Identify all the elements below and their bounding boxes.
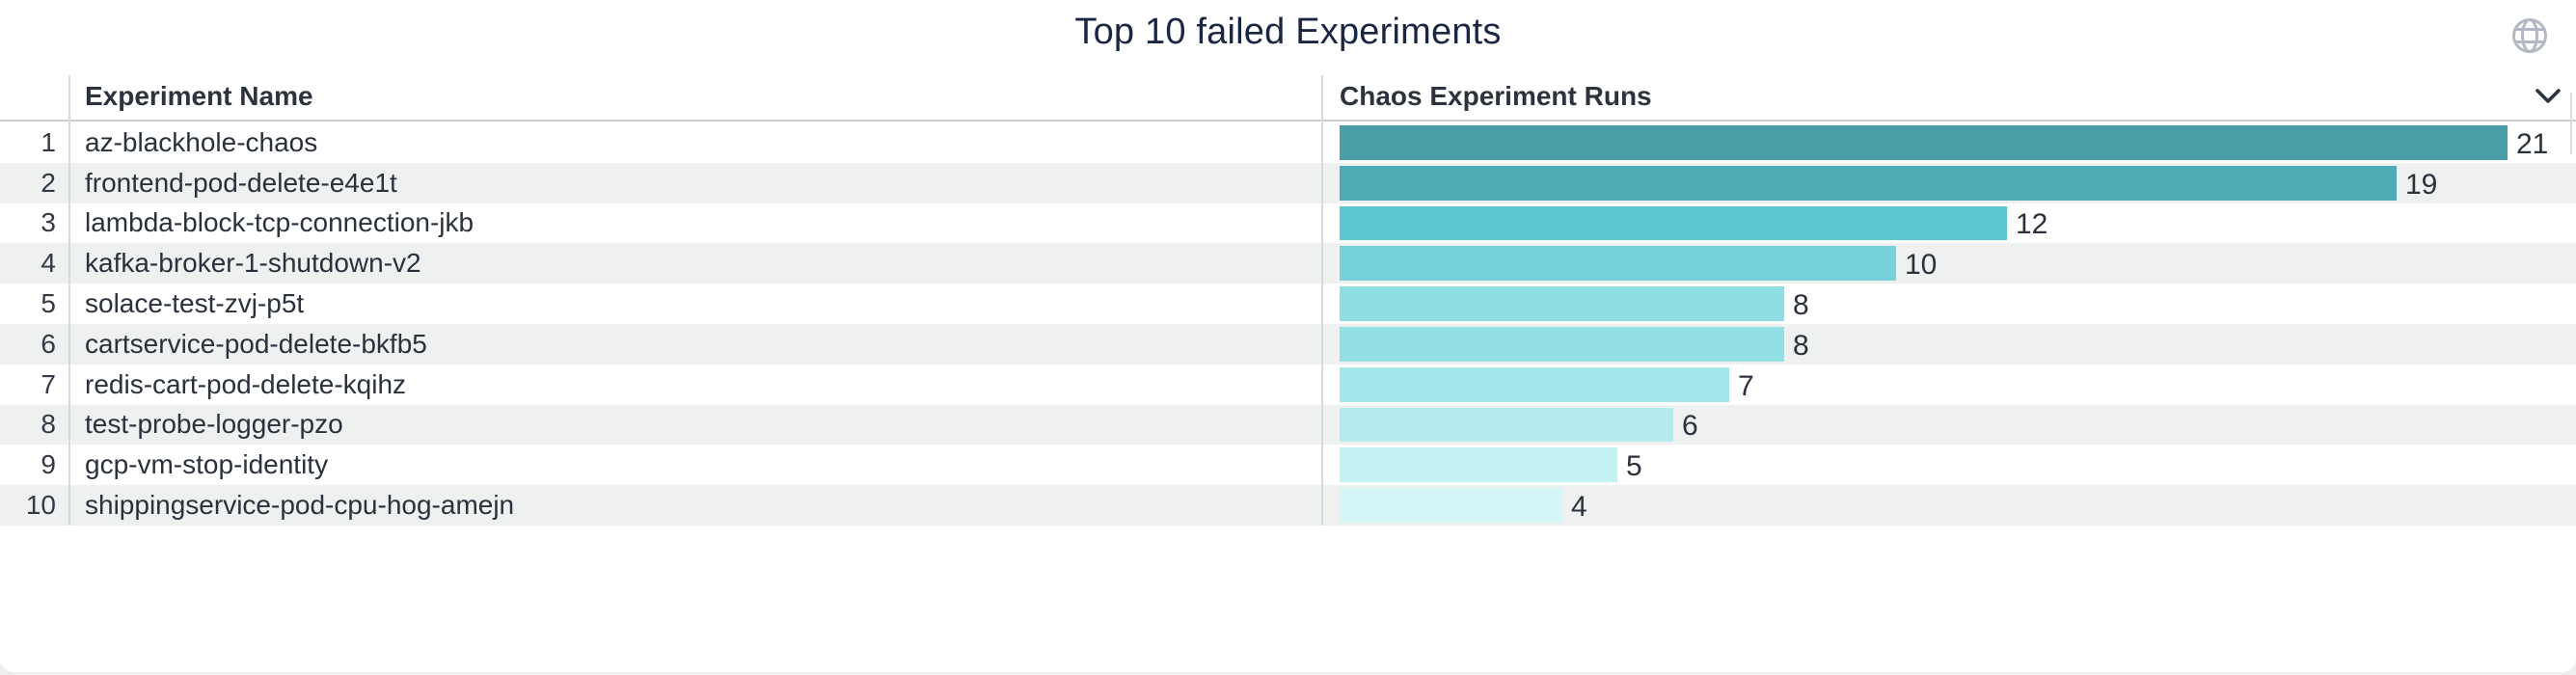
table-body: 1 az-blackhole-chaos 21 2 frontend-pod-d… xyxy=(0,122,2576,526)
bar-cell: 4 xyxy=(1340,488,1587,523)
table-row[interactable]: 3 lambda-block-tcp-connection-jkb 12 xyxy=(0,203,2576,244)
name-column-divider xyxy=(1321,75,1323,526)
table-row[interactable]: 8 test-probe-logger-pzo 6 xyxy=(0,404,2576,446)
row-rank: 1 xyxy=(41,126,56,157)
bar-cell: 8 xyxy=(1340,326,1809,362)
bar-value-label: 6 xyxy=(1682,410,1698,443)
experiment-runs-bar[interactable] xyxy=(1340,407,1673,443)
row-rank: 6 xyxy=(41,328,56,359)
table-row[interactable]: 2 frontend-pod-delete-e4e1t 19 xyxy=(0,162,2576,203)
row-rank: 5 xyxy=(41,288,56,319)
row-rank: 2 xyxy=(41,167,56,198)
column-header-chaos-experiment-runs: Chaos Experiment Runs xyxy=(1340,80,1652,111)
bar-value-label: 5 xyxy=(1626,450,1642,483)
table-row[interactable]: 10 shippingservice-pod-cpu-hog-amejn 4 xyxy=(0,485,2576,526)
row-rank: 8 xyxy=(41,409,56,440)
bar-value-label: 21 xyxy=(2516,127,2549,160)
row-rank: 10 xyxy=(25,490,56,521)
row-rank: 4 xyxy=(41,248,56,279)
experiment-runs-bar[interactable] xyxy=(1340,286,1784,321)
bar-value-label: 10 xyxy=(1905,249,1938,282)
experiment-runs-bar[interactable] xyxy=(1340,246,1896,282)
bar-value-label: 8 xyxy=(1793,288,1809,321)
experiment-runs-bar[interactable] xyxy=(1340,488,1562,523)
bar-value-label: 19 xyxy=(2405,168,2438,201)
experiment-name: solace-test-zvj-p5t xyxy=(85,288,305,319)
globe-icon xyxy=(2512,18,2547,53)
experiment-name: gcp-vm-stop-identity xyxy=(85,449,329,480)
row-rank: 7 xyxy=(41,368,56,399)
experiment-name: az-blackhole-chaos xyxy=(85,126,318,157)
table-row[interactable]: 5 solace-test-zvj-p5t 8 xyxy=(0,284,2576,324)
bar-cell: 10 xyxy=(1340,246,1938,282)
row-rank: 3 xyxy=(41,207,56,238)
experiment-name: frontend-pod-delete-e4e1t xyxy=(85,167,397,198)
table-row[interactable]: 4 kafka-broker-1-shutdown-v2 10 xyxy=(0,243,2576,284)
bar-cell: 7 xyxy=(1340,366,1754,402)
table-row[interactable]: 9 gcp-vm-stop-identity 5 xyxy=(0,445,2576,485)
row-rank: 9 xyxy=(41,449,56,480)
table-row[interactable]: 1 az-blackhole-chaos 21 xyxy=(0,122,2576,163)
chevron-down-icon[interactable] xyxy=(2535,88,2561,104)
bar-value-label: 7 xyxy=(1738,369,1754,402)
panel-title: Top 10 failed Experiments xyxy=(1074,12,1502,52)
experiment-name: shippingservice-pod-cpu-hog-amejn xyxy=(85,490,515,521)
column-header-experiment-name: Experiment Name xyxy=(85,80,313,111)
right-edge-divider xyxy=(2570,93,2572,154)
bar-cell: 21 xyxy=(1340,125,2548,160)
experiment-runs-bar[interactable] xyxy=(1340,125,2508,160)
experiment-runs-bar[interactable] xyxy=(1340,366,1729,402)
bar-cell: 5 xyxy=(1340,447,1642,483)
table-row[interactable]: 6 cartservice-pod-delete-bkfb5 8 xyxy=(0,323,2576,364)
experiment-runs-bar[interactable] xyxy=(1340,447,1617,483)
experiment-runs-bar[interactable] xyxy=(1340,165,2397,201)
bar-cell: 12 xyxy=(1340,205,2048,241)
bar-cell: 6 xyxy=(1340,407,1698,443)
table-header: Experiment Name Chaos Experiment Runs xyxy=(0,72,2576,122)
rank-column-divider xyxy=(68,75,70,526)
bar-value-label: 4 xyxy=(1571,490,1587,523)
experiment-name: redis-cart-pod-delete-kqihz xyxy=(85,368,407,399)
experiment-name: test-probe-logger-pzo xyxy=(85,409,343,440)
experiment-runs-bar[interactable] xyxy=(1340,326,1784,362)
table-row[interactable]: 7 redis-cart-pod-delete-kqihz 7 xyxy=(0,364,2576,405)
bar-value-label: 8 xyxy=(1793,329,1809,362)
experiment-name: kafka-broker-1-shutdown-v2 xyxy=(85,248,421,279)
experiment-runs-bar[interactable] xyxy=(1340,205,2007,241)
bar-cell: 8 xyxy=(1340,286,1809,321)
bar-value-label: 12 xyxy=(2016,208,2048,241)
experiment-name: lambda-block-tcp-connection-jkb xyxy=(85,207,475,238)
bar-cell: 19 xyxy=(1340,165,2438,201)
experiment-name: cartservice-pod-delete-bkfb5 xyxy=(85,328,427,359)
